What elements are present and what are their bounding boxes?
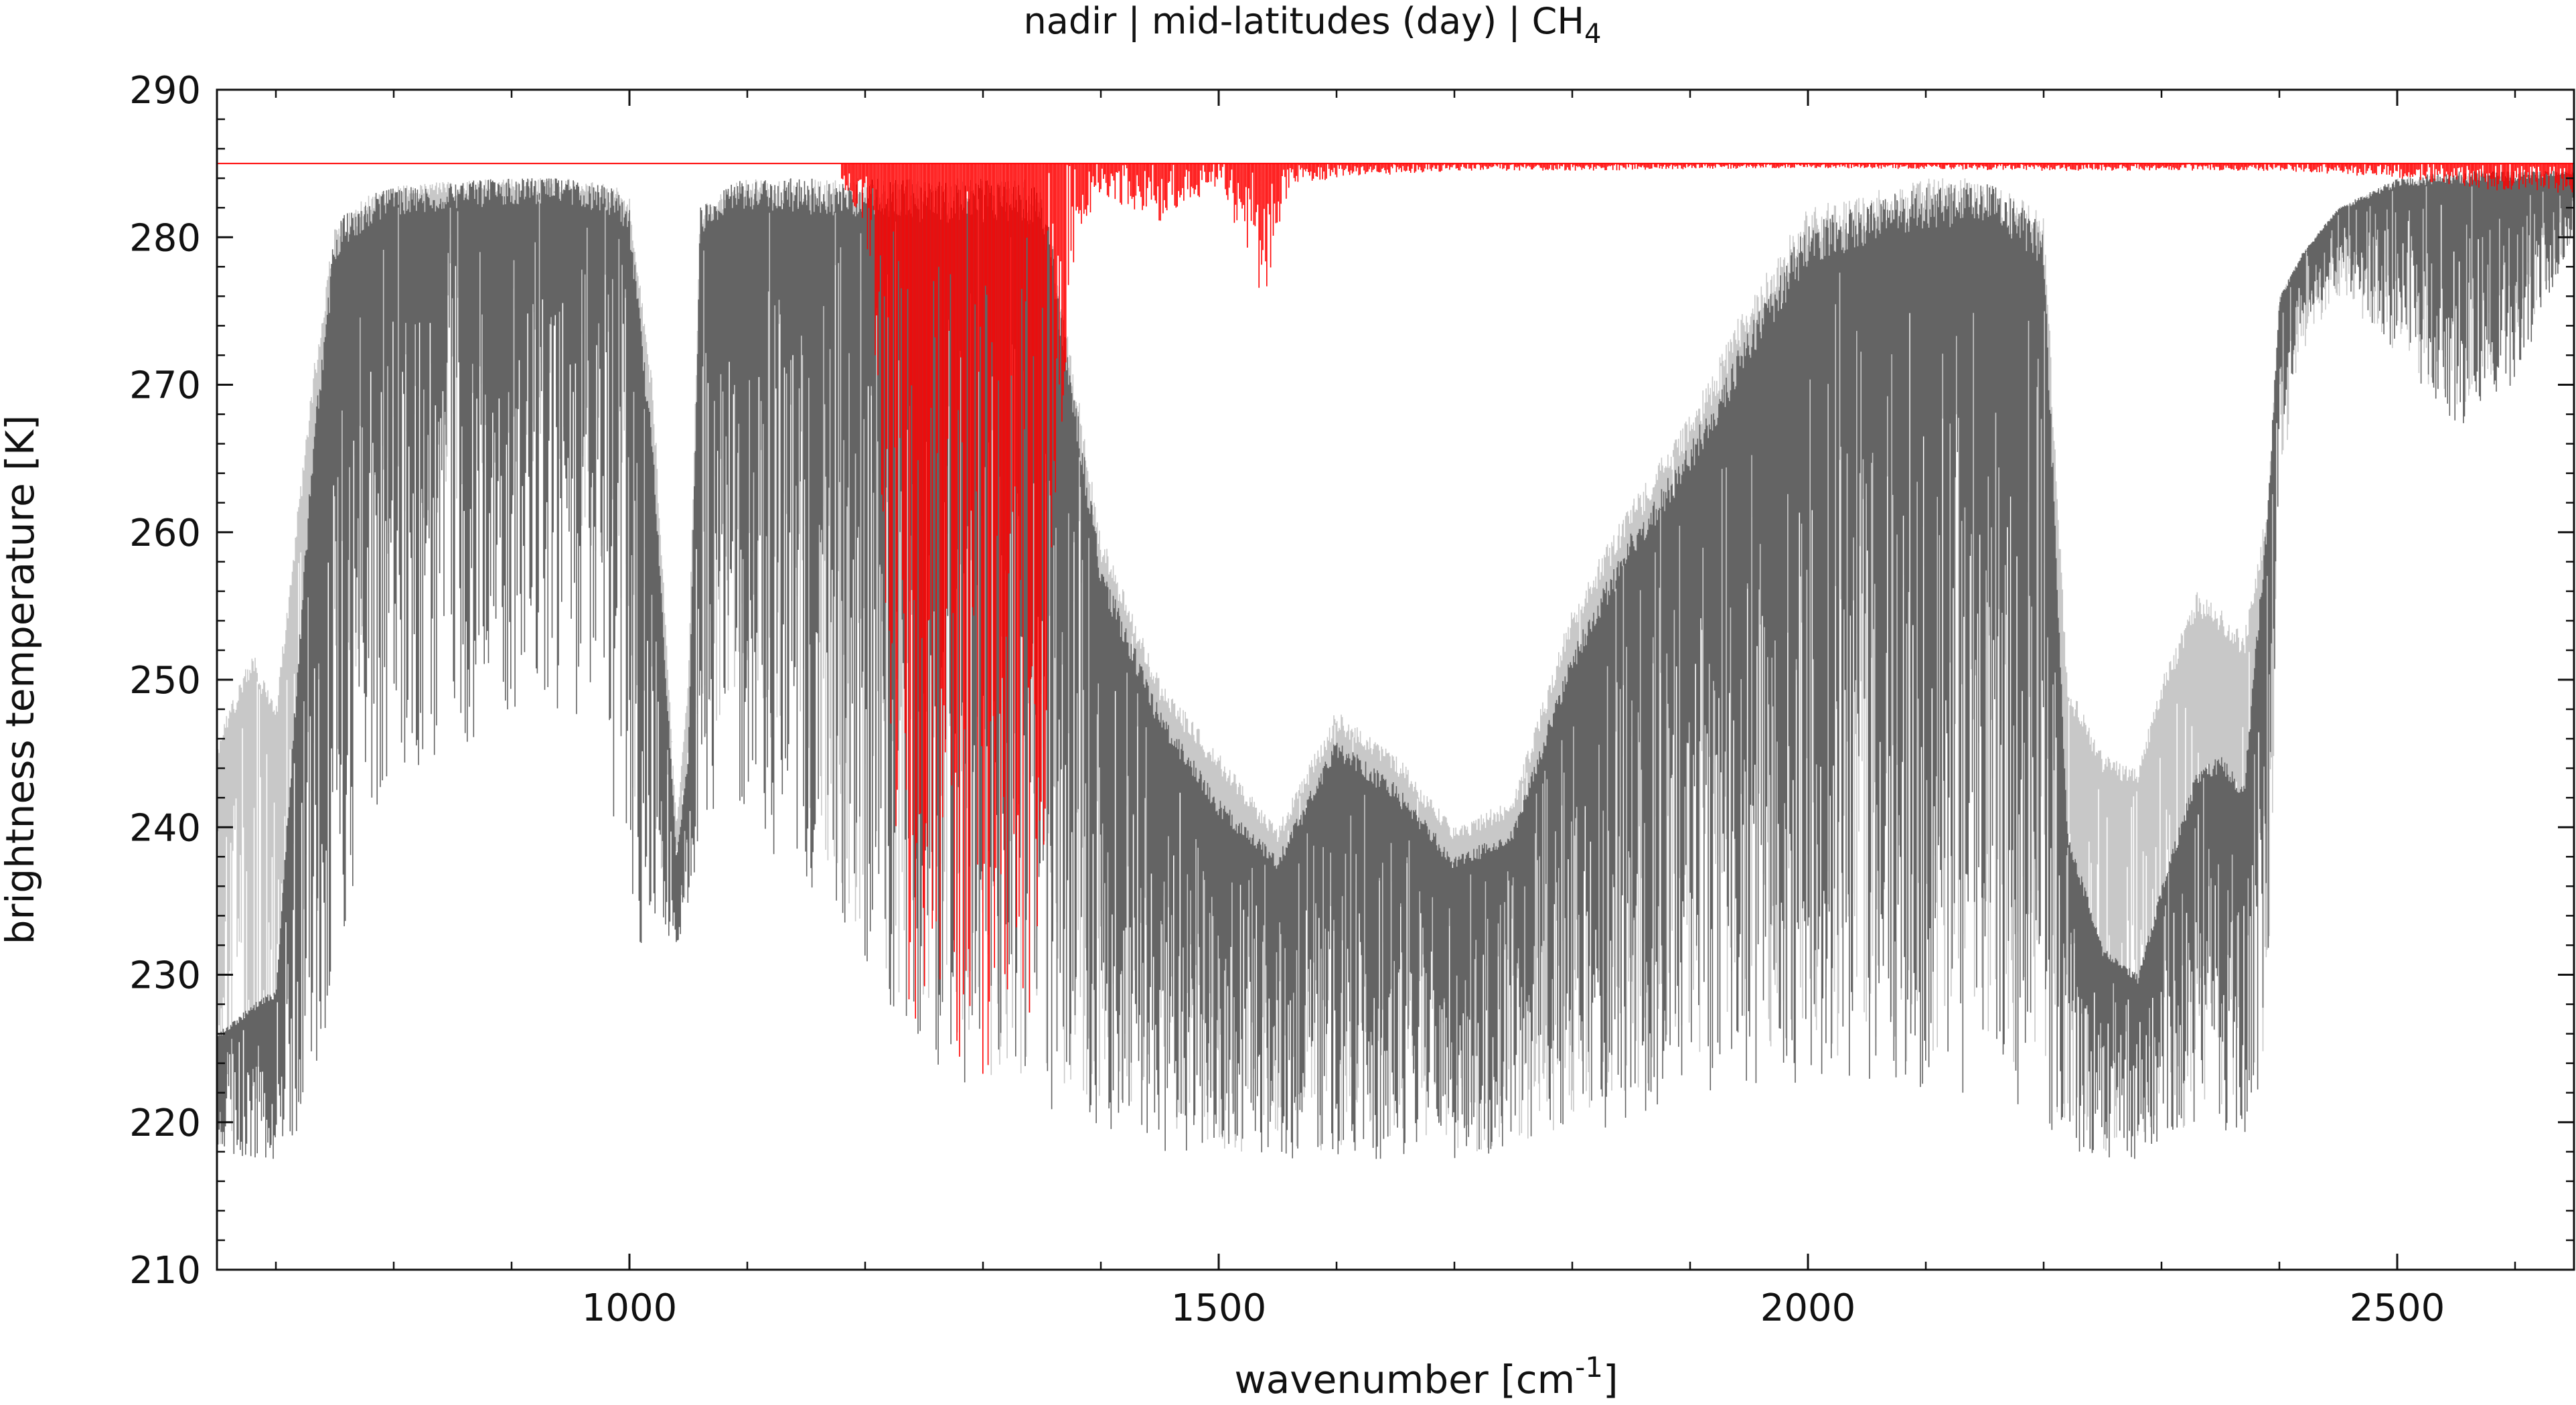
series-2-lines <box>841 163 2575 1074</box>
series-2 <box>217 163 2575 1074</box>
x-axis-label: wavenumber [cm-1] <box>1234 1351 1618 1402</box>
series-layer <box>216 163 2575 1159</box>
y-tick-label: 210 <box>129 1249 201 1292</box>
labels-layer: 1000 1500 2000 2500 210 220 230 240 250 260 270 280… <box>129 69 2445 1330</box>
chart-title: nadir | mid-latitudes (day) | CH4 <box>1024 0 1602 50</box>
y-axis-label: brightness temperature [K] <box>0 415 43 945</box>
y-tick-label: 250 <box>129 659 201 702</box>
y-tick-label: 290 <box>129 69 201 113</box>
x-tick-label: 2500 <box>2350 1286 2445 1330</box>
y-tick-label: 280 <box>129 216 201 260</box>
y-tick-label: 230 <box>129 954 201 998</box>
x-tick-label: 1500 <box>1171 1286 1267 1330</box>
y-tick-label: 220 <box>129 1102 201 1145</box>
x-tick-label: 1000 <box>582 1286 678 1330</box>
y-tick-label: 240 <box>129 806 201 850</box>
ticks-layer <box>217 88 2574 1271</box>
y-tick-label: 260 <box>129 512 201 555</box>
x-tick-label: 2000 <box>1760 1286 1856 1330</box>
y-tick-label: 270 <box>129 364 201 408</box>
